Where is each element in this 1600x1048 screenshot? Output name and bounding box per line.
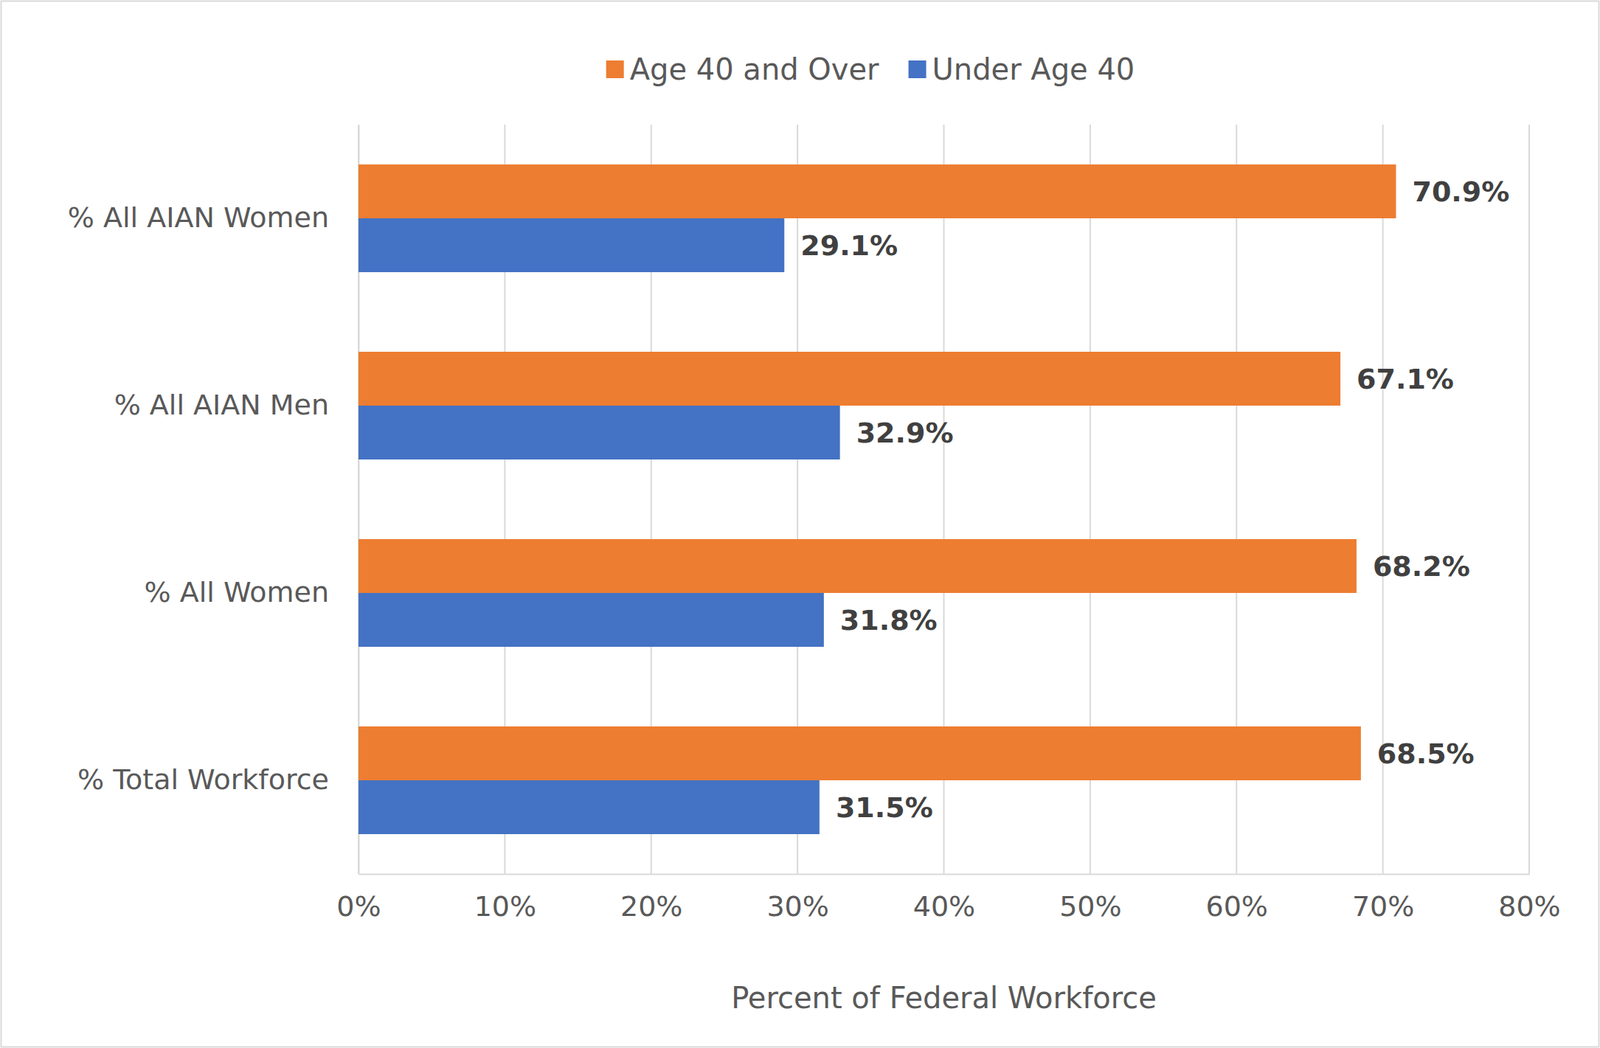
- x-axis-title: Percent of Federal Workforce: [731, 981, 1157, 1016]
- x-tick-label: 40%: [913, 890, 976, 923]
- y-tick: % All Women: [144, 576, 359, 609]
- x-tick: 40%: [913, 874, 976, 923]
- data-label: 67.1%: [1356, 362, 1454, 396]
- data-label: 68.2%: [1372, 550, 1471, 583]
- legend-item: Age 40 and Over: [606, 52, 880, 87]
- bar: [358, 780, 820, 835]
- y-tick: % Total Workforce: [77, 763, 359, 796]
- data-label: 68.5%: [1377, 737, 1475, 771]
- x-axis: 0% 10% 20% 30% 40% 50% 60% 70% 80%: [336, 874, 1561, 923]
- y-tick-label: % All AIAN Women: [67, 201, 329, 234]
- data-label: 31.5%: [835, 791, 934, 824]
- x-axis-line: [359, 874, 1530, 876]
- legend-label: Age 40 and Over: [629, 52, 880, 87]
- x-tick: 20%: [620, 874, 683, 923]
- x-tick: 60%: [1206, 874, 1269, 923]
- y-tick-label: % All AIAN Men: [114, 388, 329, 422]
- data-label: 31.8%: [840, 604, 938, 637]
- legend-swatch: [908, 60, 927, 79]
- legend-swatch: [606, 60, 625, 79]
- x-tick-label: 60%: [1206, 890, 1269, 923]
- chart: 0% 10% 20% 30% 40% 50% 60% 70% 80% % All AIAN Wom…: [0, 0, 1600, 1048]
- y-axis: % All AIAN Women % All AIAN Men % All Wome…: [67, 125, 360, 875]
- grid: [358, 124, 1530, 875]
- bar: [358, 726, 1361, 781]
- bar: [358, 405, 841, 460]
- frame: [1, 1, 1600, 1048]
- y-tick: % All AIAN Women: [67, 201, 359, 234]
- x-tick: 50%: [1059, 874, 1122, 923]
- x-tick-label: 20%: [620, 890, 683, 923]
- grid-line: [1528, 124, 1530, 875]
- data-label: 29.1%: [800, 229, 898, 262]
- x-tick-label: 0%: [336, 890, 381, 923]
- x-tick-label: 10%: [474, 890, 537, 923]
- x-tick-label: 70%: [1352, 890, 1415, 923]
- x-tick: 10%: [474, 874, 537, 923]
- bar: [358, 351, 1341, 406]
- bar: [358, 593, 824, 647]
- bar: [358, 539, 1357, 594]
- legend-label: Under Age 40: [932, 52, 1136, 87]
- bars: [358, 164, 1396, 835]
- x-tick-label: 30%: [766, 890, 829, 923]
- bar: [358, 218, 785, 273]
- x-tick: 80%: [1498, 874, 1561, 923]
- bar: [358, 164, 1396, 219]
- legend-item: Under Age 40: [908, 52, 1136, 87]
- data-label: 32.9%: [856, 416, 954, 450]
- y-tick: % All AIAN Men: [114, 388, 359, 422]
- x-tick: 70%: [1352, 874, 1415, 923]
- x-tick: 30%: [766, 874, 829, 923]
- x-tick: 0%: [336, 874, 381, 923]
- data-label: 70.9%: [1411, 175, 1510, 209]
- legend: Age 40 and Over Under Age 40: [606, 52, 1136, 87]
- data-labels: 70.9% 67.1% 68.2% 68.5% 29.1% 32.9% 31.8% 31.5%: [800, 175, 1510, 824]
- x-tick-label: 80%: [1498, 890, 1561, 923]
- y-tick-label: % Total Workforce: [77, 763, 329, 796]
- y-tick-label: % All Women: [144, 576, 329, 609]
- x-tick-label: 50%: [1059, 890, 1122, 923]
